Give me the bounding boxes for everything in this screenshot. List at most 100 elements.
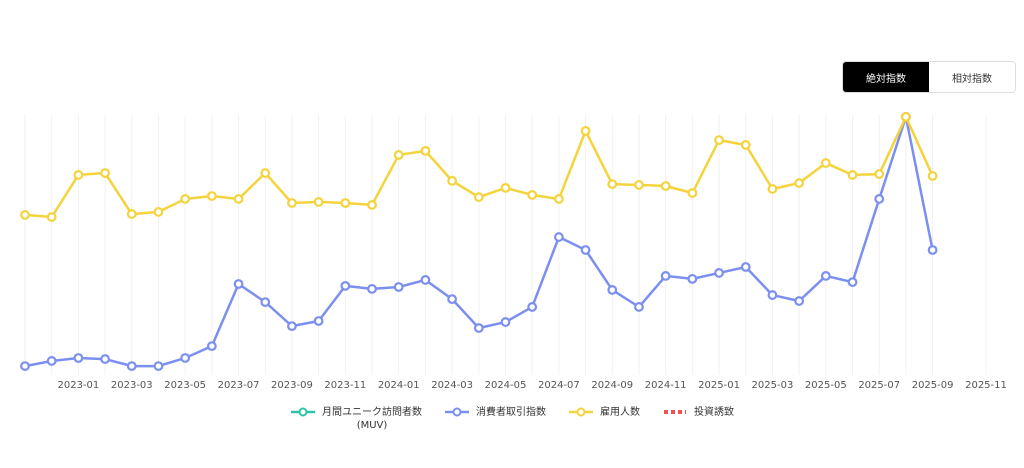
legend-swatch <box>576 407 586 417</box>
legend-label: 消費者取引指数 <box>476 407 546 418</box>
point <box>46 356 57 366</box>
point <box>500 182 511 193</box>
point <box>740 262 751 272</box>
point <box>580 126 591 136</box>
point <box>820 271 831 281</box>
point <box>847 170 858 180</box>
point <box>687 273 698 284</box>
x-tick-label: 2025-01 <box>698 380 740 391</box>
point <box>714 135 724 146</box>
toggle-button[interactable]: 絶対指数 <box>843 62 929 92</box>
point <box>206 341 217 352</box>
point <box>420 145 431 156</box>
legend-item[interactable]: 月間ユニーク訪問者数 (MUV) <box>290 406 422 432</box>
legend-swatch <box>452 407 462 417</box>
x-tick-label: 2023-11 <box>324 380 366 391</box>
point <box>126 209 137 219</box>
point <box>447 175 458 186</box>
point <box>340 281 351 291</box>
point <box>553 232 564 242</box>
point <box>794 296 805 306</box>
point <box>874 169 885 180</box>
point <box>260 297 271 308</box>
point <box>367 283 377 294</box>
point <box>20 209 30 220</box>
point <box>527 302 538 312</box>
point <box>420 275 431 285</box>
point <box>473 323 484 333</box>
x-tick-label: 2023-07 <box>218 380 260 391</box>
point <box>287 198 297 208</box>
point <box>794 178 805 188</box>
toggle-button[interactable]: 相対指数 <box>929 62 1015 92</box>
legend-swatch <box>298 407 308 417</box>
point <box>100 354 110 364</box>
point <box>473 192 484 202</box>
point <box>634 302 644 312</box>
point <box>927 245 938 255</box>
point <box>233 279 244 289</box>
point <box>153 361 164 371</box>
x-tick-label: 2025-09 <box>912 380 954 391</box>
legend-icon <box>291 407 315 417</box>
point <box>367 199 377 210</box>
point <box>500 317 511 327</box>
point <box>927 171 938 181</box>
point <box>46 212 57 222</box>
index-toggle: 絶対指数 相対指数 <box>842 61 1016 93</box>
point <box>447 294 458 305</box>
legend: 月間ユニーク訪問者数 (MUV) 消費者取引指数 雇用人数 投資誘致 <box>0 406 1024 432</box>
x-tick-label: 2024-07 <box>538 380 580 391</box>
point <box>340 198 351 208</box>
legend-label: 雇用人数 <box>600 407 640 418</box>
legend-item[interactable]: 消費者取引指数 <box>444 406 546 432</box>
point <box>820 158 831 168</box>
point <box>73 353 84 363</box>
x-tick-label: 2023-03 <box>111 380 153 391</box>
point <box>580 245 591 255</box>
x-tick-label: 2023-05 <box>164 380 206 391</box>
chart: 2023-01 2023-03 2023-05 2023-07 2023-09 2023-… <box>20 111 1007 391</box>
point <box>180 353 191 363</box>
point <box>874 194 885 204</box>
x-tick-label: 2023-01 <box>57 380 99 391</box>
point <box>607 285 618 295</box>
x-tick-label: 2025-07 <box>858 380 900 391</box>
x-tick-label: 2024-11 <box>645 380 687 391</box>
point <box>553 194 564 204</box>
point <box>634 180 644 190</box>
point <box>527 190 538 200</box>
legend-item[interactable]: 投資誘致 <box>662 406 734 432</box>
x-tick-label: 2025-11 <box>965 380 1007 391</box>
point <box>740 140 751 150</box>
legend-icon <box>664 410 686 414</box>
point <box>901 111 911 122</box>
point <box>20 361 30 371</box>
point <box>393 150 404 160</box>
legend-item[interactable]: 雇用人数 <box>568 406 640 432</box>
legend-icon <box>569 407 593 417</box>
legend-icon <box>445 407 469 417</box>
point <box>260 168 271 178</box>
point <box>687 188 698 198</box>
x-tick-label: 2025-03 <box>752 380 794 391</box>
point <box>233 194 244 204</box>
point <box>714 268 724 278</box>
point <box>313 316 324 326</box>
point <box>607 179 618 190</box>
point <box>847 277 858 288</box>
point <box>393 282 404 292</box>
x-tick-label: 2025-05 <box>805 380 847 391</box>
point <box>767 184 778 194</box>
legend-label: 月間ユニーク訪問者数 (MUV) <box>322 407 422 431</box>
point <box>767 290 778 300</box>
point <box>100 168 110 178</box>
x-tick-label: 2024-03 <box>431 380 473 391</box>
x-tick-label: 2023-09 <box>271 380 313 391</box>
point <box>660 271 671 281</box>
point <box>73 170 84 180</box>
point <box>660 181 671 191</box>
legend-label: 投資誘致 <box>694 407 734 418</box>
point <box>126 361 137 371</box>
